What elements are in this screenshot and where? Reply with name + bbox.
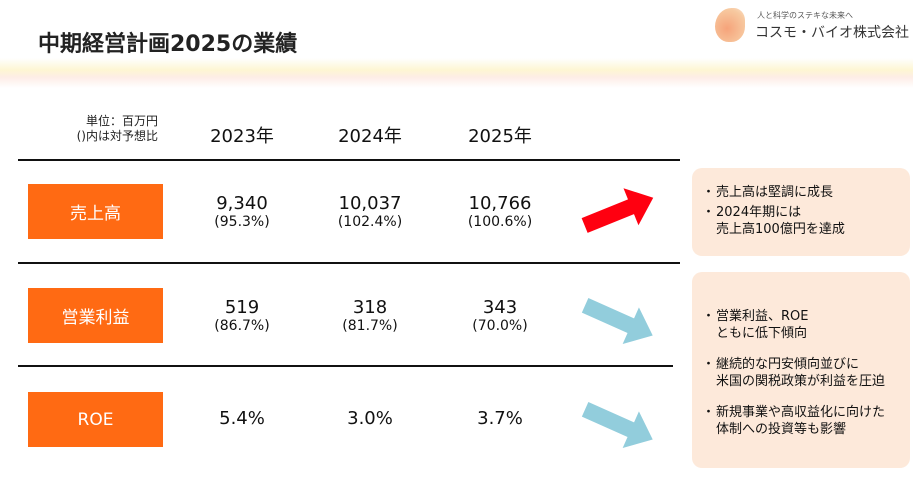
note-item: ・新規事業や高収益化に向けた 体制への投資等も影響 [702,404,900,438]
bullet: ・ [702,205,716,220]
header-decoration [0,58,913,88]
ratio: (102.4%) [337,214,403,230]
note-text: 新規事業や高収益化に向けた 体制への投資等も影響 [716,405,886,437]
sales-note-box: ・売上高は堅調に成長・ 2024年期には 売上高100億円を達成 [692,168,910,256]
row-divider [18,262,680,264]
company-logo: 人と科学のステキな未来へ コスモ・バイオ株式会社 [715,6,909,42]
metric-value: 9,340 (95.3%) [182,193,302,231]
metric-label: ROE [28,392,163,447]
unit-line: 単位：百万円 [85,114,158,128]
year-header: 2024年 [338,126,402,147]
note-text: 営業利益、ROE ともに低下傾向 [716,309,809,341]
metric-value: 318 (81.7%) [310,297,430,335]
note-item: ・ 2024年期には 売上高100億円を達成 [702,204,900,238]
note-item: ・営業利益、ROE ともに低下傾向 [702,308,900,342]
header-divider [18,159,680,161]
value: 9,340 [216,193,268,214]
ratio: (86.7%) [214,318,270,334]
ratio-note: ()内は対予想比 [76,129,158,143]
note-text: 2024年期には 売上高100億円を達成 [716,205,845,237]
note-item: ・売上高は堅調に成長 [702,184,900,201]
value: 343 [482,297,518,318]
trend-up-arrow-icon [581,188,654,233]
note-item: ・継続的な円安傾向並びに 米国の関税政策が利益を圧迫 [702,356,900,390]
bullet: ・ [702,405,716,420]
row-divider [18,365,673,367]
ratio: (100.6%) [467,214,533,230]
note-text: 売上高は堅調に成長 [716,185,834,200]
value: 3.7% [477,408,523,429]
value: 3.0% [347,408,393,429]
metric-value: 3.7% [440,409,560,429]
value: 5.4% [219,408,265,429]
ratio: (95.3%) [214,214,270,230]
ratio: (70.0%) [472,318,528,334]
metric-value: 519 (86.7%) [182,297,302,335]
trend-down-arrow-icon [581,298,653,344]
metric-value: 3.0% [310,409,430,429]
year-header: 2023年 [210,126,274,147]
trend-down-arrow-icon [581,402,653,448]
metric-value: 10,037 (102.4%) [310,193,430,231]
bullet: ・ [702,357,716,372]
profit-note-box: ・営業利益、ROE ともに低下傾向・継続的な円安傾向並びに 米国の関税政策が利益… [692,272,910,468]
bullet: ・ [702,185,716,200]
logo-tagline: 人と科学のステキな未来へ [757,11,853,20]
value: 10,766 [468,193,532,214]
metric-value: 5.4% [182,409,302,429]
metric-value: 343 (70.0%) [440,297,560,335]
logo-mark-icon [715,8,745,42]
year-header: 2025年 [468,126,532,147]
value: 318 [352,297,388,318]
note-text: 継続的な円安傾向並びに 米国の関税政策が利益を圧迫 [716,357,886,389]
metric-label: 売上高 [28,184,163,239]
ratio: (81.7%) [342,318,398,334]
bullet: ・ [702,309,716,324]
page-title: 中期経営計画2025の業績 [38,32,298,57]
unit-note: 単位：百万円 ()内は対予想比 [77,114,158,144]
value: 519 [224,297,260,318]
metric-label: 営業利益 [28,288,163,343]
logo-company-name: コスモ・バイオ株式会社 [755,25,909,41]
value: 10,037 [338,193,402,214]
metric-value: 10,766 (100.6%) [440,193,560,231]
